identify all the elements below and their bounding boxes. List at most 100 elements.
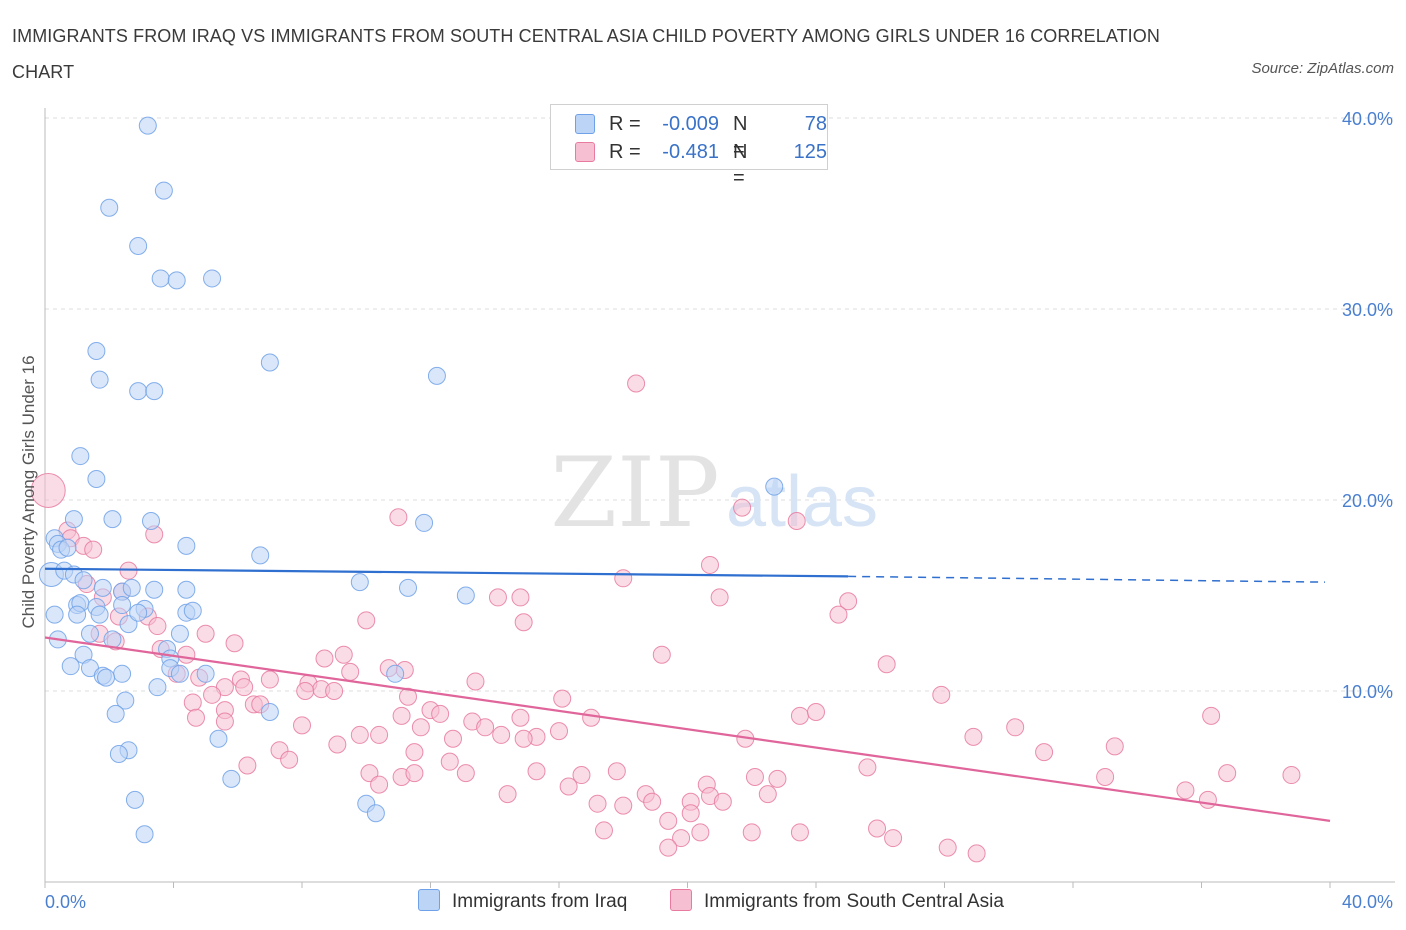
iraq-point [125, 790, 144, 809]
south-central-asia-point [652, 645, 671, 664]
axis-labels: 10.0% 20.0% 30.0% 40.0% 0.0% 40.0% Child Pover… [19, 109, 1393, 912]
south-central-asia-point [466, 672, 485, 691]
iraq-point [93, 578, 112, 597]
south-central-asia-point [514, 613, 533, 632]
iraq-point [103, 510, 122, 529]
south-central-asia-point [807, 703, 825, 722]
south-central-asia-point [1006, 718, 1025, 737]
south-central-asia-point [296, 682, 315, 700]
iraq-point [386, 664, 405, 683]
iraq-point [74, 571, 93, 590]
south-central-asia-point [858, 758, 877, 777]
south-central-asia-point [1176, 781, 1195, 800]
south-central-asia-point [411, 718, 430, 737]
bottom-legend-label-iraq: Immigrants from Iraq [452, 891, 628, 912]
south-central-asia-point [476, 718, 495, 737]
legend-swatch-iraq [575, 114, 595, 134]
iraq-point [97, 668, 116, 687]
iraq-point [183, 601, 202, 620]
south-central-asia-point [868, 819, 887, 838]
south-central-asia-point [572, 766, 591, 785]
iraq-point [135, 825, 154, 844]
south-central-asia-point [659, 838, 678, 857]
south-central-asia-point [733, 498, 752, 517]
iraq-point [415, 513, 434, 532]
south-central-asia-point [514, 729, 533, 748]
south-central-asia-point [315, 649, 334, 668]
bottom-legend-iraq[interactable]: Immigrants from Iraq [418, 888, 627, 916]
iraq-point [138, 116, 157, 135]
south-central-asia-point [553, 689, 572, 708]
iraq-point [222, 769, 241, 788]
south-central-asia-point [186, 708, 205, 727]
south-central-asia-point [370, 775, 389, 794]
south-central-asia-trend-line [44, 636, 1331, 822]
iraq-point [350, 573, 369, 592]
watermark-zip: ZIP [550, 437, 719, 549]
south-central-asia-point [938, 838, 957, 857]
iraq-point [427, 366, 446, 385]
south-central-asia-point [768, 769, 787, 788]
south-central-asia-point [1202, 706, 1221, 725]
south-central-asia-point [360, 764, 379, 783]
iraq-point [109, 745, 128, 764]
iraq-point [90, 370, 109, 389]
south-central-asia-point [594, 821, 613, 840]
south-central-asia-point [1198, 790, 1217, 809]
legend-n-label: N = [733, 141, 748, 189]
iraq-point [145, 382, 164, 401]
south-central-asia-point [829, 605, 848, 624]
south-central-asia-point [790, 706, 809, 725]
south-central-asia-point [643, 792, 662, 811]
south-central-asia-point [1035, 743, 1054, 762]
south-central-asia-point [456, 764, 475, 783]
chart-title: IMMIGRANTS FROM IRAQ VS IMMIGRANTS FROM … [12, 26, 1160, 82]
iraq-point [170, 624, 189, 643]
south-central-asia-point [370, 725, 389, 744]
south-central-asia-point [1105, 737, 1124, 756]
south-central-asia-point [238, 756, 257, 775]
iraq-point [113, 664, 132, 683]
south-central-asia-point [203, 685, 222, 704]
south-central-asia-point [405, 743, 424, 762]
iraq-point [148, 678, 167, 697]
south-central-asia-point [932, 685, 951, 704]
south-central-asia-point [1218, 764, 1237, 783]
iraq-point [399, 578, 418, 597]
iraq-point [251, 546, 270, 565]
iraq-point [100, 198, 119, 217]
iraq-point [87, 342, 106, 361]
south-central-asia-point [196, 624, 215, 643]
south-central-asia-point [492, 725, 511, 744]
south-central-asia-point [183, 693, 202, 712]
south-central-asia-point [627, 374, 646, 393]
iraq-point [177, 580, 196, 599]
south-central-asia-point [350, 725, 369, 744]
south-central-asia-point [30, 472, 66, 508]
south-central-asia-point [672, 829, 691, 848]
iraq-point [122, 578, 141, 597]
south-central-asia-point [389, 508, 408, 527]
legend-n-label: N = [733, 113, 748, 161]
legend-n-value: 125 [793, 141, 827, 163]
iraq-trend-extension [848, 575, 1326, 583]
south-central-asia-point [341, 662, 360, 681]
iraq-point [765, 477, 784, 496]
south-central-asia-point [328, 735, 347, 754]
bottom-legend-swatch-iraq [418, 889, 440, 911]
iraq-point [177, 536, 196, 555]
iraq-point [366, 804, 385, 823]
iraq-point [116, 691, 135, 710]
south-central-asia-point [758, 785, 777, 804]
iraq-point [45, 605, 64, 624]
iraq-point [129, 603, 148, 622]
south-central-asia-point [527, 762, 546, 781]
south-central-asia-point [511, 708, 530, 727]
south-central-asia-point [293, 716, 311, 735]
iraq-point [154, 181, 173, 200]
south-central-asia-point [550, 722, 568, 741]
y-tick-label: 20.0% [1342, 491, 1393, 511]
bottom-legend-south-central-asia[interactable]: Immigrants from South Central Asia [670, 888, 1004, 916]
bottom-legend-swatch-south-central-asia [670, 889, 692, 911]
